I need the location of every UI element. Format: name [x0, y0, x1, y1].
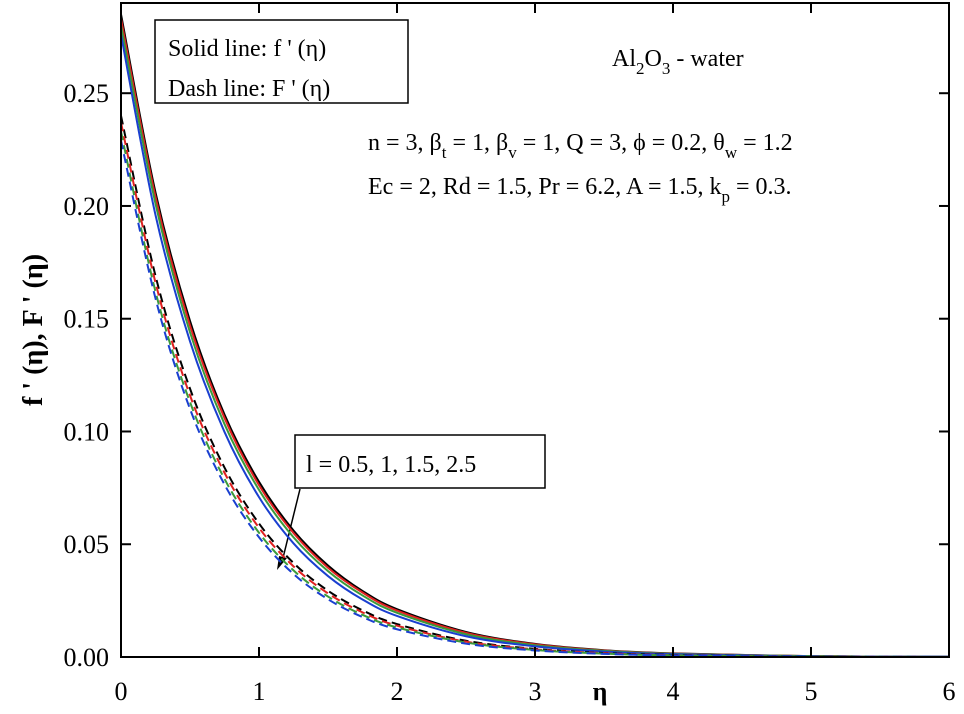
subscript: w — [725, 143, 738, 162]
text-part: = 1, β — [446, 130, 508, 156]
data-line — [120, 122, 950, 658]
data-line — [120, 18, 950, 658]
params-line: n = 3, βt = 1, βv = 1, Q = 3, ϕ = 0.2, θ… — [368, 130, 793, 162]
text-part: Al — [612, 46, 636, 72]
x-tick-label: 3 — [529, 677, 542, 706]
subscript: 3 — [662, 59, 671, 78]
y-tick-label: 0.15 — [64, 305, 110, 334]
data-line — [120, 34, 950, 658]
y-tick-label: 0.10 — [64, 417, 110, 446]
text-part: O — [645, 46, 662, 72]
subscript: v — [508, 143, 517, 162]
key-dash: Dash line: F ' (η) — [168, 76, 330, 102]
x-tick-label: 0 — [115, 677, 128, 706]
text-part: = 0.3. — [730, 174, 792, 200]
subscript: p — [721, 187, 730, 206]
y-tick-label: 0.20 — [64, 192, 110, 221]
y-tick-label: 0.25 — [64, 79, 110, 108]
arrow-label: l = 0.5, 1, 1.5, 2.5 — [306, 452, 476, 478]
subscript: t — [442, 143, 447, 162]
x-axis-label: η — [593, 677, 608, 706]
y-axis-label: f ' (η), F ' (η) — [18, 254, 49, 406]
text-part: = 1, Q = 3, ϕ = 0.2, θ — [517, 130, 725, 156]
data-line — [120, 131, 950, 658]
x-tick-label: 1 — [253, 677, 266, 706]
x-tick-label: 6 — [943, 677, 956, 706]
params-line: Ec = 2, Rd = 1.5, Pr = 6.2, A = 1.5, kp … — [368, 174, 792, 206]
fluid-label: Al2O3 - water — [612, 46, 744, 78]
data-line — [120, 140, 950, 658]
key-solid: Solid line: f ' (η) — [168, 36, 326, 62]
text-part: = 1.2 — [737, 130, 793, 156]
text-part: Ec = 2, Rd = 1.5, Pr = 6.2, A = 1.5, k — [368, 174, 721, 200]
label-box — [294, 434, 546, 489]
x-tick-label: 2 — [391, 677, 404, 706]
x-tick-label: 4 — [667, 677, 680, 706]
arrow-shaft — [281, 488, 301, 563]
key-box — [154, 19, 409, 104]
data-line — [120, 25, 950, 658]
data-line — [120, 14, 950, 658]
text-part: - water — [670, 46, 743, 72]
y-tick-label: 0.05 — [64, 530, 110, 559]
y-tick-label: 0.00 — [64, 643, 110, 672]
x-tick-label: 5 — [805, 677, 818, 706]
subscript: 2 — [636, 59, 645, 78]
text-part: n = 3, β — [368, 130, 442, 156]
